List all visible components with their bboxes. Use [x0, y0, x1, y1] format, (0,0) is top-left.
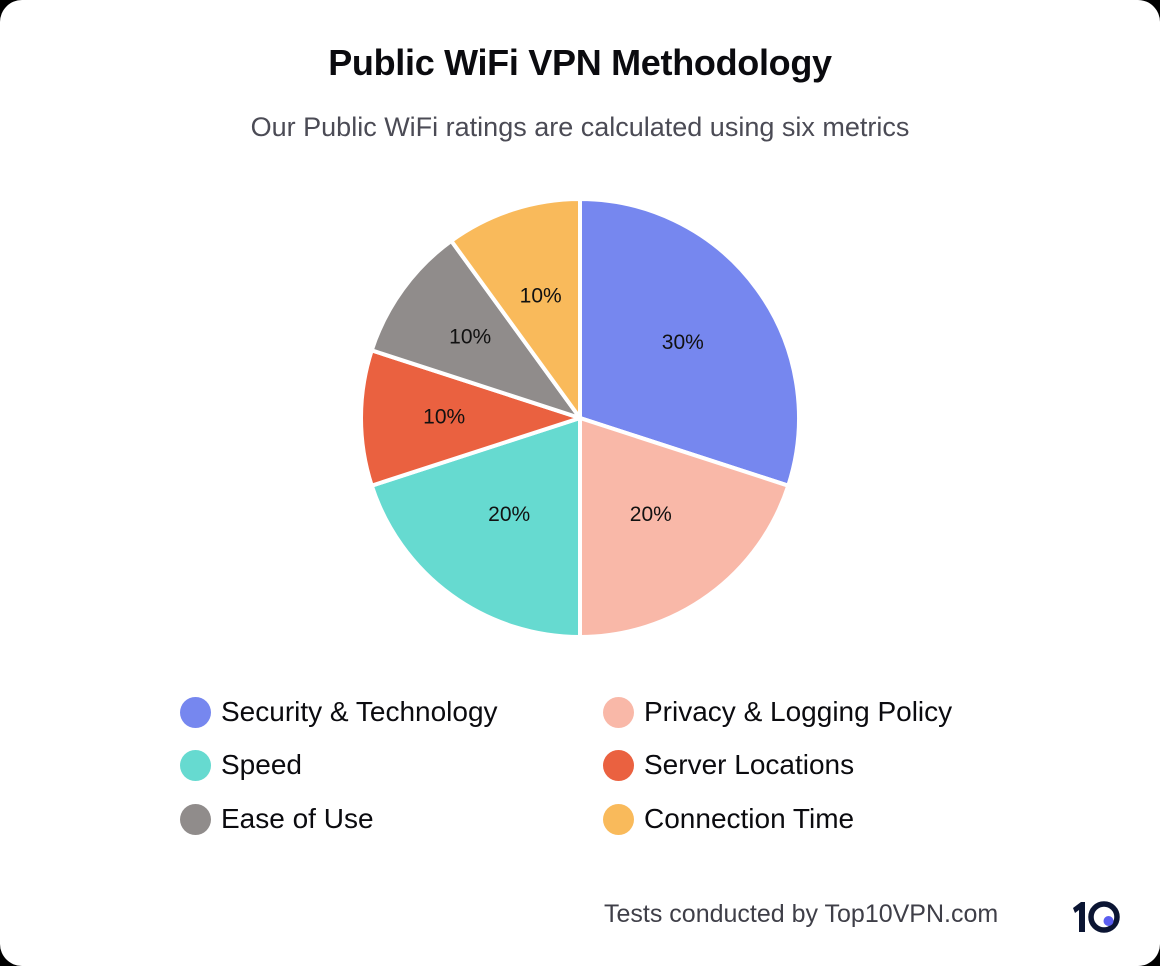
legend-item-connection-time: Connection Time [603, 799, 854, 839]
legend-label: Security & Technology [221, 696, 498, 727]
top10vpn-logo-icon [1073, 901, 1120, 933]
pie-slices [359, 197, 801, 639]
legend-item-speed: Speed [180, 745, 302, 785]
legend-item-privacy-logging-policy: Privacy & Logging Policy [603, 692, 952, 732]
pie-slice-label: 10% [520, 285, 562, 308]
legend-swatch-icon [180, 696, 211, 728]
legend-swatch-icon [603, 803, 634, 835]
legend-swatch-icon [603, 749, 634, 781]
pie-slice-server-locations [359, 348, 582, 488]
pie-slice-labels: 30% 20% 20% 10% 10% 10% [423, 285, 704, 526]
legend-label: Server Locations [644, 749, 855, 780]
pie-slice-label: 10% [449, 326, 491, 349]
legend-label: Privacy & Logging Policy [644, 696, 953, 727]
legend-label: Connection Time [644, 803, 855, 834]
pie-slice-label: 20% [488, 503, 530, 526]
pie-slice-label: 30% [662, 331, 704, 354]
chart-title: Public WiFi VPN Methodology [328, 42, 832, 83]
pie-slice-connection-time [449, 197, 582, 420]
pie-slice-label: 20% [630, 503, 672, 526]
footer-credit: Tests conducted by Top10VPN.com [604, 900, 999, 928]
legend-swatch-icon [180, 749, 211, 781]
pie-slice-speed [369, 416, 582, 639]
pie-slice-ease-of-use [369, 238, 582, 420]
pie-slice-privacy-logging-policy [578, 416, 791, 639]
legend-item-security-technology: Security & Technology [180, 692, 498, 732]
legend-label: Speed [221, 749, 302, 780]
chart-subtitle: Our Public WiFi ratings are calculated u… [250, 112, 910, 142]
legend-swatch-icon [180, 803, 211, 835]
legend-label: Ease of Use [221, 803, 374, 834]
legend-item-server-locations: Server Locations [603, 745, 854, 785]
pie-slice-security-technology [578, 197, 801, 488]
legend-item-ease-of-use: Ease of Use [180, 799, 374, 839]
pie-slice-label: 10% [423, 406, 465, 429]
legend-swatch-icon [603, 696, 634, 728]
